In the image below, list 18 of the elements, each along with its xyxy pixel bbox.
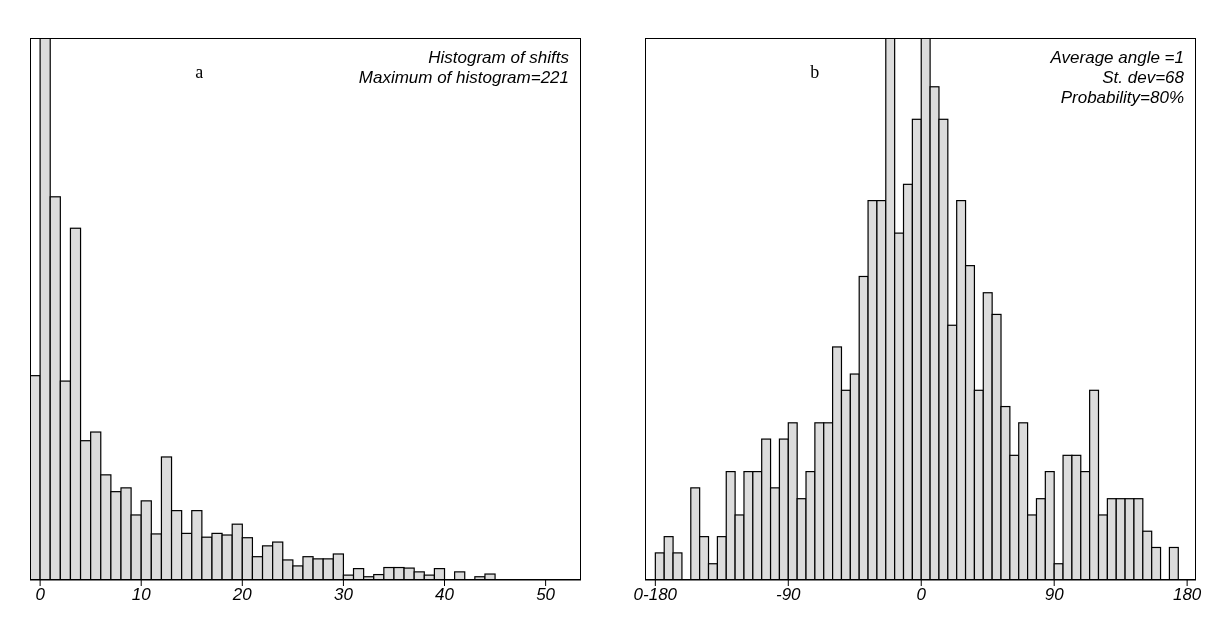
annotation: a	[195, 62, 204, 83]
annotation: St. dev=68	[1101, 68, 1184, 88]
x-tick-label: 90	[1044, 585, 1065, 605]
x-tick-label: 40	[435, 585, 455, 605]
x-tick-label: 0-180	[633, 585, 678, 605]
x-tick-label: 30	[333, 585, 354, 605]
x-tick-label: 10	[131, 585, 152, 605]
x-tick-label: -90	[776, 585, 802, 605]
x-tick-label: 0	[35, 585, 46, 605]
x-tick-label: 20	[231, 585, 253, 605]
annotation: Maximum of histogram=221	[358, 68, 569, 88]
annotation: b	[810, 62, 820, 83]
annotation: Average angle =1	[1050, 48, 1184, 68]
x-tick-label: 180	[1172, 585, 1202, 605]
x-tick-label: 50	[536, 585, 556, 605]
x-tick-label: 0	[916, 585, 927, 605]
annotation: Histogram of shifts	[427, 48, 569, 68]
annotation: Probability=80%	[1059, 88, 1184, 108]
